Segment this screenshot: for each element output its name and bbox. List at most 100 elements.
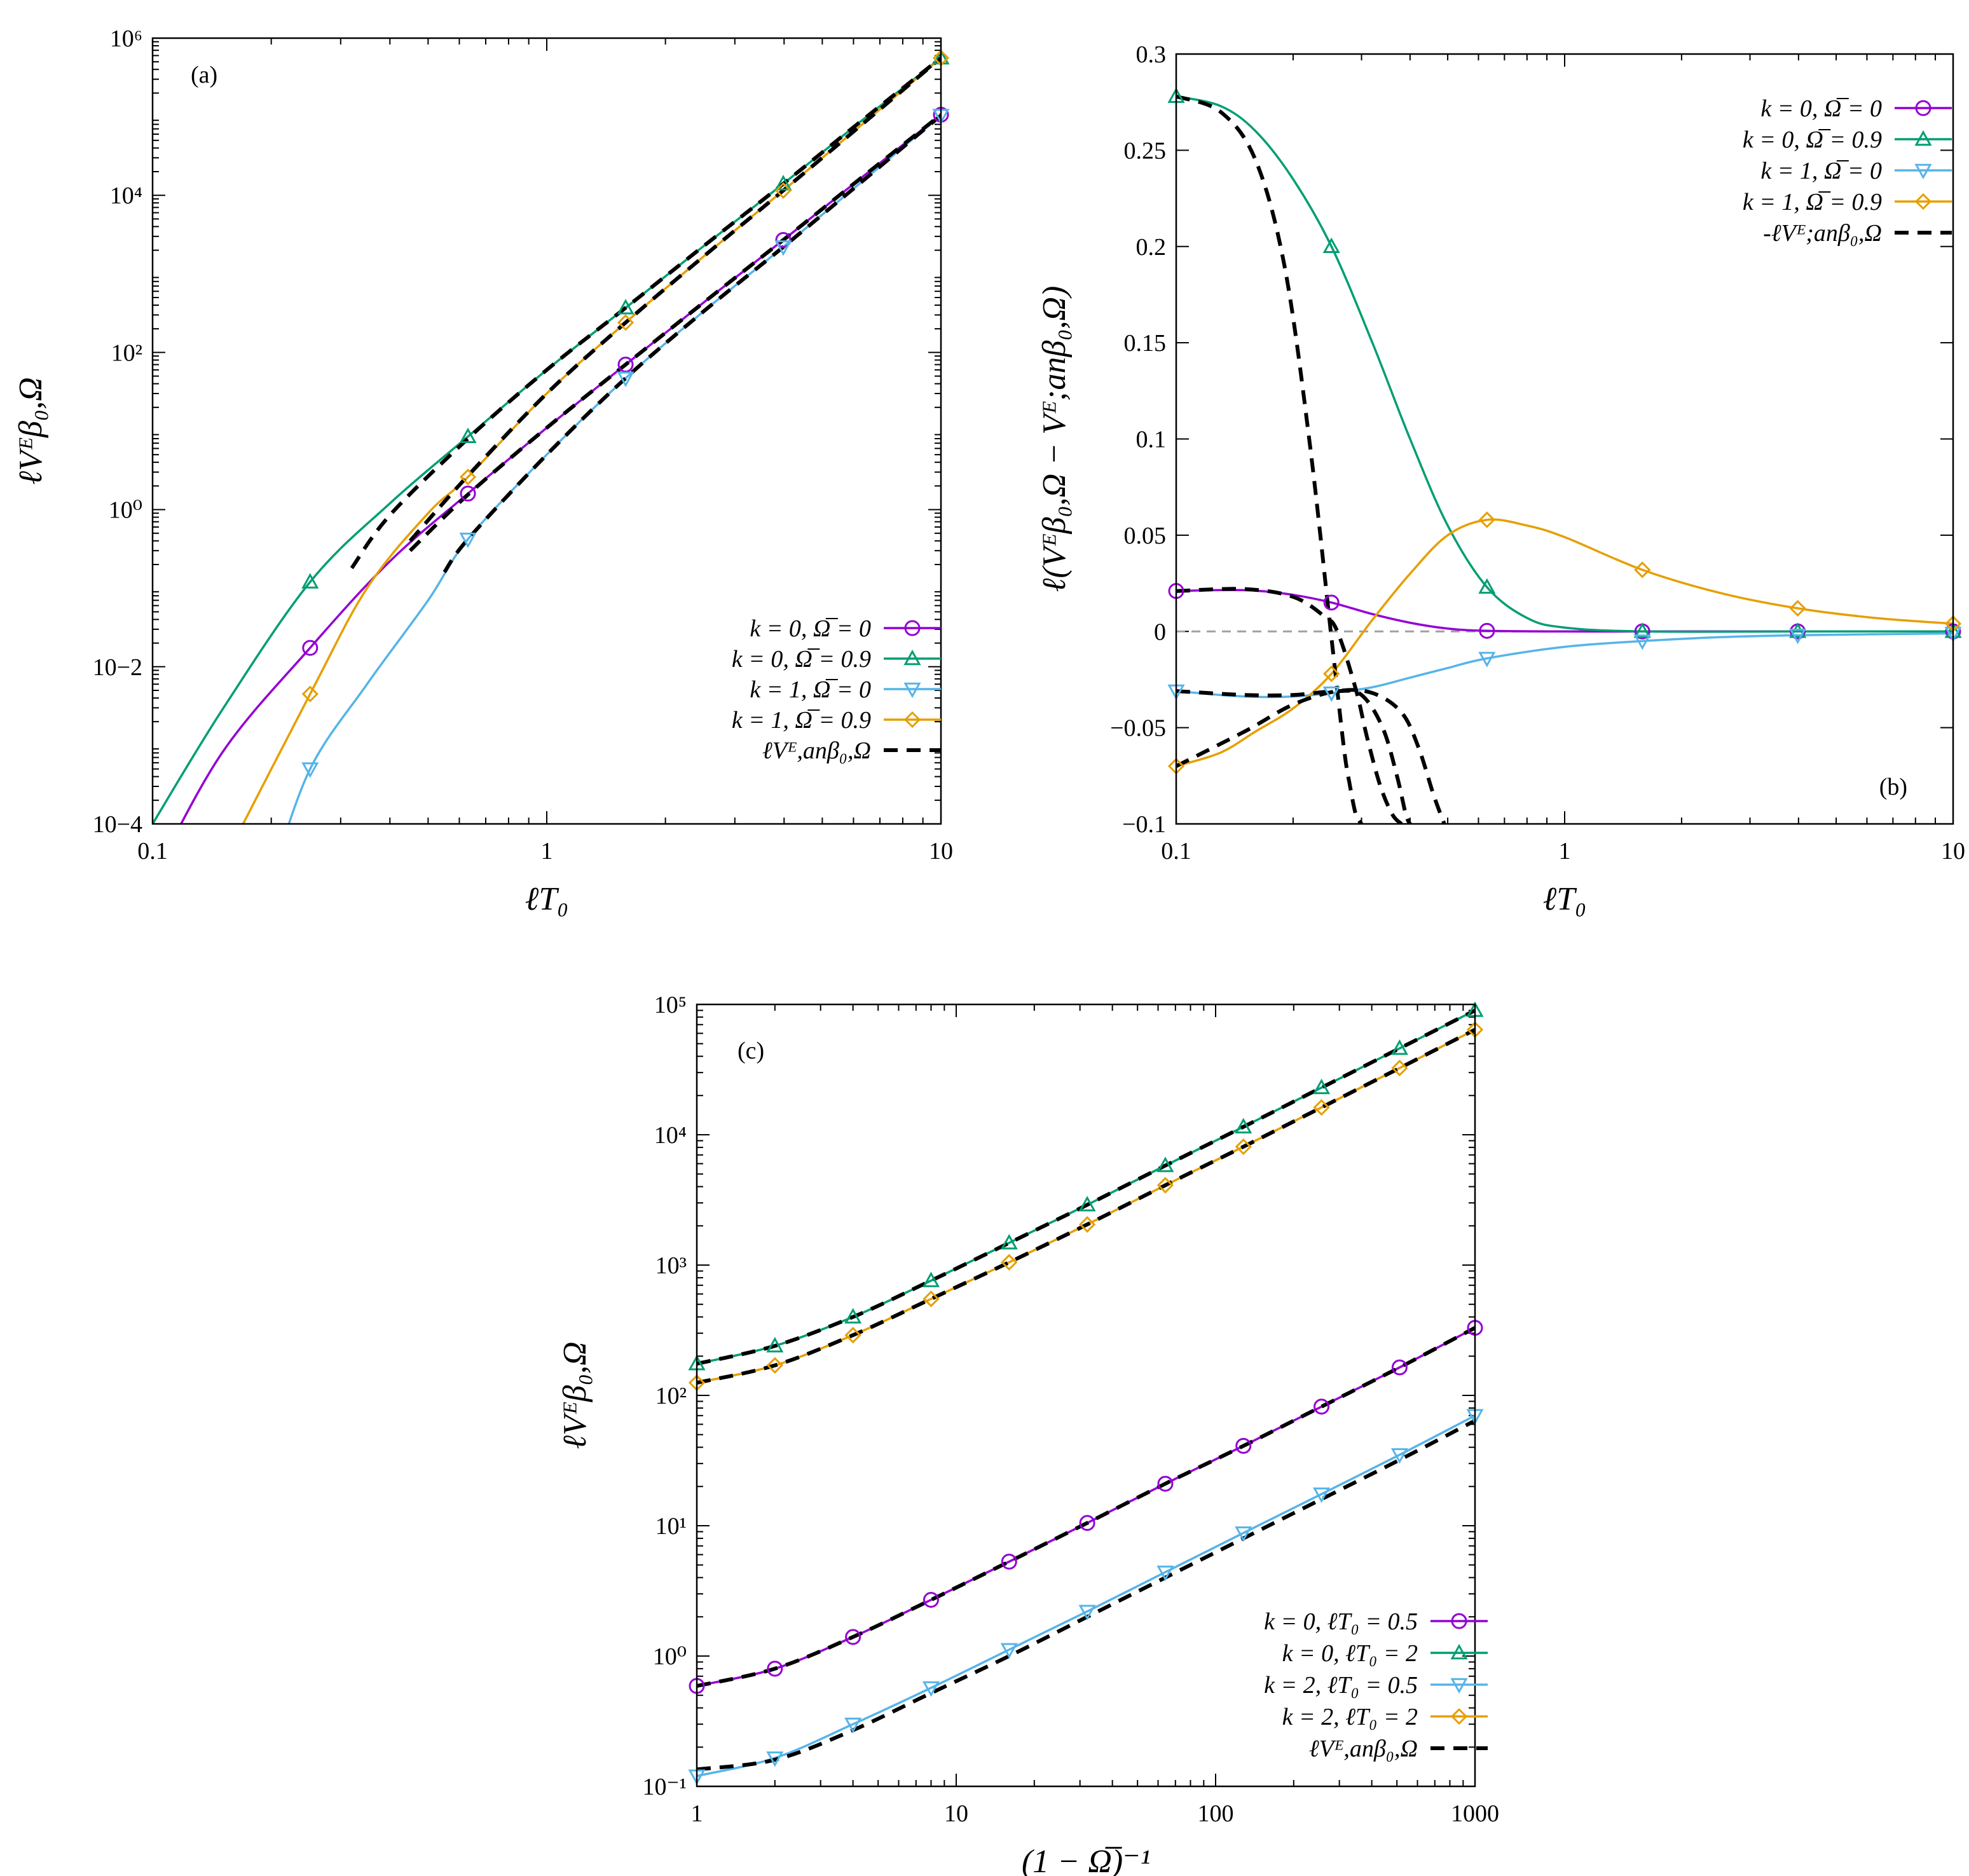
marker-triangle-up — [1633, 622, 1651, 638]
legend-marker-circle — [904, 620, 921, 636]
marker-circle — [460, 485, 476, 502]
y-tick-label: −0.05 — [1110, 715, 1166, 742]
x-tick-label: 10 — [929, 838, 953, 865]
marker-diamond — [1001, 1254, 1018, 1271]
y-tick-label: 10⁴ — [654, 1122, 687, 1149]
marker-diamond — [774, 182, 792, 199]
marker-circle — [302, 640, 319, 656]
marker-triangle-up — [1078, 1196, 1096, 1212]
marker-triangle-up — [844, 1308, 862, 1324]
marker-circle — [845, 1629, 861, 1645]
x-axis-label: ℓT₀ — [1543, 881, 1587, 917]
y-axis-label: ℓVᴱβ₀,Ω — [13, 377, 49, 484]
legend-marker-diamond — [903, 711, 921, 729]
marker-triangle-down — [844, 1717, 862, 1734]
analytic-curve — [1176, 688, 1412, 824]
x-tick-label: 10 — [1941, 838, 1965, 865]
legend-marker-triangle-up — [1450, 1643, 1468, 1660]
x-tick-label: 1 — [1559, 838, 1571, 865]
x-tick-label: 1 — [541, 838, 553, 865]
analytic-curve — [408, 56, 941, 542]
y-tick-label: 10⁴ — [110, 182, 142, 209]
y-tick-label: 0.3 — [1136, 41, 1167, 68]
marker-circle — [1479, 622, 1495, 639]
plot-frame — [1175, 53, 1954, 825]
marker-triangle-up — [1478, 578, 1496, 594]
y-tick-label: 10−2 — [93, 654, 142, 681]
marker-diamond — [1789, 599, 1806, 617]
marker-circle — [1157, 1475, 1174, 1492]
marker-diamond — [1634, 561, 1651, 579]
analytic-curve — [697, 1028, 1475, 1385]
y-tick-label: 0.15 — [1124, 330, 1167, 357]
marker-triangle-down — [301, 762, 319, 778]
analytic-curve — [350, 56, 941, 570]
ticks — [152, 38, 942, 825]
y-tick-label: 10⁶ — [110, 25, 142, 52]
marker-triangle-up — [1235, 1118, 1252, 1133]
panel-a: 0.1 1 10 10−4 10−2 10⁰ 10² 10⁴ 10⁶ (a) ℓT₀ ℓVᴱβ₀,Ω k… — [13, 25, 953, 917]
x-tick-label: 0.1 — [1161, 838, 1191, 865]
legend-marker-triangle-up — [1914, 130, 1932, 146]
y-tick-label: 10⁻¹ — [643, 1774, 687, 1800]
marker-circle — [1235, 1437, 1252, 1454]
legend-marker-diamond — [1450, 1708, 1468, 1725]
analytic-curve — [443, 114, 941, 573]
series-line-orange — [1176, 518, 1953, 767]
x-axis-label: (1 − Ω̅)⁻¹ — [1022, 1844, 1150, 1876]
marker-triangle-up — [1322, 237, 1340, 254]
legend-label: k = 0, ℓT₀ = 0.5 — [1264, 1608, 1418, 1635]
series-line-green — [1176, 95, 1953, 633]
marker-circle — [1314, 1399, 1330, 1415]
legend-label: k = 1, Ω̅ = 0.9 — [1743, 189, 1882, 216]
marker-triangle-down — [1078, 1605, 1096, 1620]
marker-triangle-up — [459, 427, 477, 444]
legend-marker-diamond — [1914, 193, 1932, 210]
marker-diamond — [1323, 665, 1340, 682]
y-tick-label: 10⁰ — [653, 1643, 687, 1670]
legend-marker-triangle-down — [903, 682, 921, 699]
legend-marker-triangle-down — [1450, 1678, 1468, 1694]
legend-label: k = 0, ℓT₀ = 2 — [1282, 1640, 1418, 1667]
legend-marker-triangle-down — [1914, 163, 1932, 180]
marker-triangle-up — [1390, 1039, 1408, 1055]
y-axis-label: ℓVᴱβ₀,Ω — [557, 1341, 593, 1449]
analytic-curve — [1176, 587, 1403, 824]
series-line-blue — [287, 114, 941, 824]
legend: k = 0, Ω̅ = 0 k = 0, Ω̅ = 0.9 k = 1, Ω̅ = … — [732, 615, 941, 764]
marker-triangle-down — [1633, 634, 1651, 650]
marker-triangle-down — [1390, 1448, 1408, 1464]
marker-triangle-up — [1313, 1078, 1331, 1095]
marker-diamond — [1235, 1138, 1252, 1155]
legend-marker-circle — [1451, 1613, 1467, 1629]
marker-triangle-up — [766, 1336, 784, 1353]
legend-label: ℓVᴱ,anβ₀,Ω — [1309, 1736, 1418, 1762]
panel-label: (a) — [191, 62, 217, 88]
analytic-curve — [1176, 94, 1364, 824]
marker-diamond — [1391, 1059, 1408, 1077]
x-tick-label: 100 — [1198, 1800, 1234, 1827]
marker-diamond — [844, 1327, 861, 1344]
legend: k = 0, Ω̅ = 0 k = 0, Ω̅ = 0.9 k = 1, Ω̅ = … — [1743, 95, 1952, 247]
analytic-curve — [697, 1326, 1475, 1688]
marker-triangle-up — [1789, 622, 1807, 638]
marker-diamond — [1078, 1215, 1096, 1233]
legend-label: k = 0, Ω̅ = 0.9 — [732, 646, 871, 673]
y-tick-label: 10³ — [655, 1252, 687, 1279]
y-tick-label: 10² — [655, 1383, 687, 1409]
legend-label: k = 2, ℓT₀ = 2 — [1282, 1704, 1418, 1730]
marker-circle — [923, 1592, 939, 1608]
panel-label: (b) — [1879, 774, 1907, 800]
x-tick-label: 0.1 — [137, 838, 168, 865]
marker-triangle-down — [1322, 686, 1340, 702]
ticks — [696, 1004, 1476, 1787]
legend-label: k = 2, ℓT₀ = 0.5 — [1264, 1672, 1418, 1699]
marker-diamond — [301, 685, 319, 702]
plot-area — [697, 1008, 1475, 1777]
legend-marker-triangle-up — [903, 649, 921, 666]
y-tick-label: 10¹ — [655, 1513, 687, 1540]
y-tick-label: 0.1 — [1136, 427, 1167, 453]
y-tick-label: 0.05 — [1124, 523, 1167, 549]
marker-triangle-down — [1789, 629, 1807, 645]
marker-triangle-down — [1235, 1526, 1252, 1542]
